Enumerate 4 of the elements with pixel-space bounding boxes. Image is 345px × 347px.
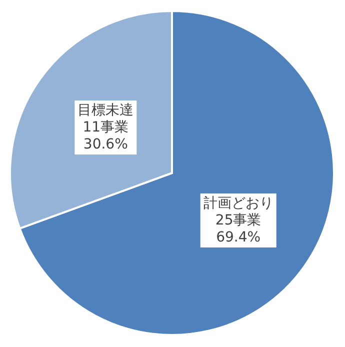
data-label: 25事業 69.4% <box>215 212 262 246</box>
slice-label: 計画どおり <box>203 195 274 212</box>
data-label: 11事業 30.6% <box>82 120 129 153</box>
slice-label: 目標未達 <box>78 102 134 119</box>
